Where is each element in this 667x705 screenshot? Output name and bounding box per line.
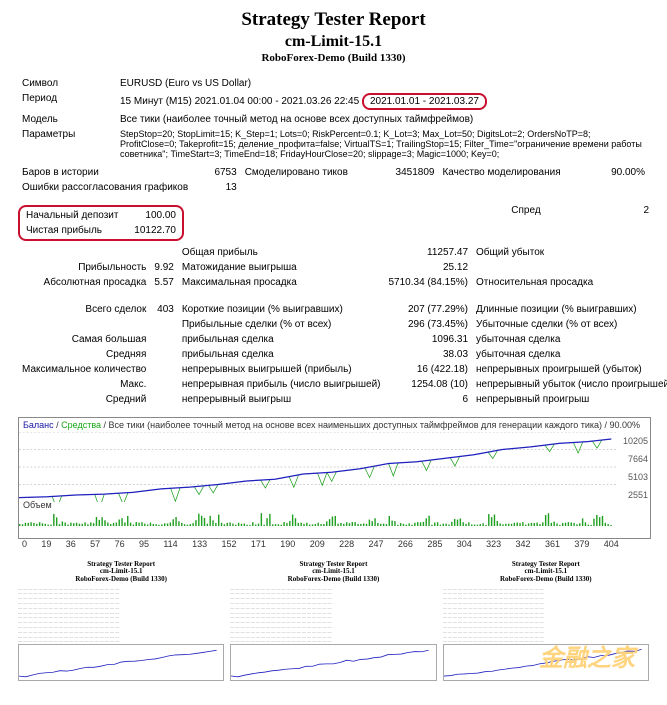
chart-svg: [19, 432, 616, 502]
ticks-label: Смоделировано тиков: [241, 165, 352, 180]
stats-row: Общая прибыль11257.47Общий убыток-1134.7…: [18, 245, 667, 260]
thumbnail: Strategy Tester Reportcm-Limit-15.1RoboF…: [18, 561, 224, 681]
title-server: RoboForex-Demo (Build 1330): [18, 52, 649, 66]
bars-value: 6753: [192, 165, 241, 180]
info-table: Символ EURUSD (Euro vs US Dollar) Период…: [18, 76, 649, 161]
spread-label: Спред: [511, 205, 640, 216]
title-sub: cm-Limit-15.1: [18, 32, 649, 52]
spread-value: 2: [643, 205, 649, 216]
period-label: Период: [18, 91, 116, 112]
period-highlight: 2021.01.01 - 2021.03.27: [362, 93, 487, 110]
stats-row: Самая большаяприбыльная сделка1096.31убы…: [18, 332, 667, 347]
qual-label: Качество моделирования: [438, 165, 564, 180]
stats-row: Прибыльные сделки (% от всех)296 (73.45%…: [18, 317, 667, 332]
report-header: Strategy Tester Report cm-Limit-15.1 Rob…: [18, 8, 649, 66]
stats-rows: Общая прибыль11257.47Общий убыток-1134.7…: [18, 245, 667, 407]
model-value: Все тики (наиболее точный метод на основ…: [116, 112, 649, 127]
stats-row: Прибыльность9.92Матожидание выигрыша25.1…: [18, 260, 667, 275]
watermark: 金融之家: [539, 638, 635, 673]
volume-label: Объем: [23, 500, 52, 510]
report-page: Strategy Tester Report cm-Limit-15.1 Rob…: [18, 8, 649, 681]
stats-row: Абсолютная просадка5.57Максимальная прос…: [18, 275, 667, 290]
net-profit-value: 10122.70: [116, 225, 176, 236]
init-deposit-value: 100.00: [127, 210, 176, 221]
symbol-value: EURUSD (Euro vs US Dollar): [116, 76, 649, 91]
stats-row: Максимальное количествонепрерывных выигр…: [18, 362, 667, 377]
params-value: StepStop=20; StopLimit=15; K_Step=1; Lot…: [116, 127, 649, 161]
init-deposit-label: Начальный депозит: [26, 210, 118, 221]
stats-row: Средняяприбыльная сделка38.03убыточная с…: [18, 347, 667, 362]
net-profit-label: Чистая прибыль: [26, 225, 102, 236]
volume-svg: [19, 512, 616, 526]
stats-row: Среднийнепрерывный выигрыш6непрерывный п…: [18, 392, 667, 407]
mismatch-label: Ошибки рассогласования графиков: [18, 180, 192, 195]
stats-row: Всего сделок403Короткие позиции (% выигр…: [18, 302, 667, 317]
chart-ylabels: 10205766451032551: [623, 432, 648, 504]
deposit-highlight-box: Начальный депозит 100.00 Чистая прибыль …: [18, 205, 184, 241]
chart-legend: Баланс / Средства / Все тики (наиболее т…: [23, 420, 640, 430]
params-label: Параметры: [18, 127, 116, 161]
model-label: Модель: [18, 112, 116, 127]
stats-row: Макс.непрерывная прибыль (число выигрыше…: [18, 377, 667, 392]
symbol-label: Символ: [18, 76, 116, 91]
bars-label: Баров в истории: [18, 165, 192, 180]
stats-table: Баров в истории 6753 Смоделировано тиков…: [18, 165, 649, 195]
period-value: 15 Минут (M15) 2021.01.04 00:00 - 2021.0…: [116, 91, 649, 112]
qual-value: 90.00%: [565, 165, 649, 180]
ticks-value: 3451809: [352, 165, 439, 180]
balance-chart: Баланс / Средства / Все тики (наиболее т…: [18, 417, 651, 539]
title-main: Strategy Tester Report: [18, 8, 649, 32]
chart-xaxis: 0193657769511413315217119020922824726628…: [18, 539, 623, 549]
thumbnail: Strategy Tester Reportcm-Limit-15.1RoboF…: [230, 561, 436, 681]
mismatch-value: 13: [192, 180, 241, 195]
